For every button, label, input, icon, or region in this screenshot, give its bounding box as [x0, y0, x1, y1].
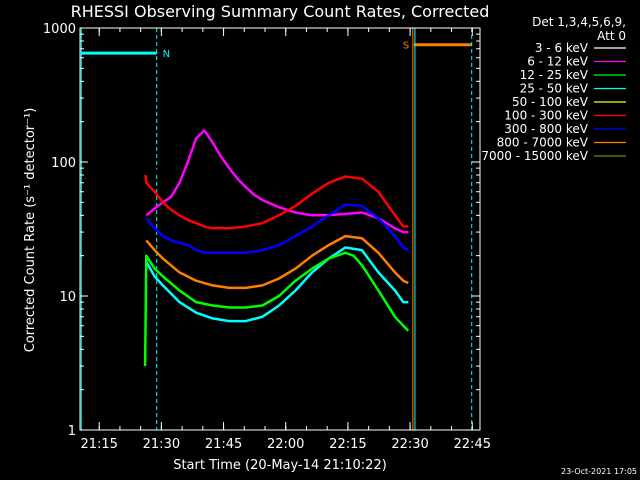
legend-header-line-2: Att 0	[597, 29, 626, 43]
annotation-label-n: N	[163, 49, 170, 60]
axes: 1 10 100 1000 21:15 21:30 21:45 22:00 22:15 22:30…	[43, 22, 491, 452]
x-tick-label: 22:30	[391, 437, 428, 452]
legend-label: 300 - 800 keV	[504, 122, 588, 136]
x-tick-label: 21:30	[143, 437, 180, 452]
x-tick-label: 21:45	[205, 437, 242, 452]
y-tick-label: 1	[68, 424, 76, 439]
series-800-7000-kev	[145, 234, 409, 290]
plot-area: NS	[80, 28, 473, 430]
x-axis-label: Start Time (20-May-14 21:10:22)	[173, 458, 387, 473]
x-tick-label: 21:15	[80, 437, 117, 452]
x-tick-label: 22:45	[454, 437, 491, 452]
legend-label: 3 - 6 keV	[535, 41, 589, 55]
plot-frame	[79, 27, 481, 431]
series-3-6-kev	[145, 129, 409, 187]
series-25-50-kev	[145, 246, 409, 323]
x-tick-label: 22:00	[267, 437, 304, 452]
legend-header-line-1: Det 1,3,4,5,6,9,	[532, 15, 626, 29]
y-axis-label: Corrected Count Rate (s⁻¹ detector⁻¹)	[23, 108, 38, 353]
y-tick-label: 10	[59, 290, 76, 305]
series-100-300-kev	[144, 174, 409, 230]
y-tick-label: 100	[51, 156, 76, 171]
series-300-800-kev	[145, 203, 409, 255]
legend-label: 6 - 12 keV	[527, 55, 589, 69]
legend-label: 7000 - 15000 keV	[481, 149, 588, 163]
x-tick-label: 22:15	[329, 437, 366, 452]
legend-label: 100 - 300 keV	[504, 109, 588, 123]
annotation-label-s: S	[403, 41, 409, 52]
chart-title: RHESSI Observing Summary Count Rates, Co…	[71, 2, 490, 21]
legend-label: 12 - 25 keV	[520, 68, 589, 82]
legend-label: 800 - 7000 keV	[497, 136, 589, 150]
legend-label: 50 - 100 keV	[512, 95, 589, 109]
series-12-25-kev	[143, 251, 410, 367]
y-tick-label: 1000	[43, 22, 76, 37]
legend-label: 25 - 50 keV	[520, 82, 589, 96]
series-6-12-kev	[145, 129, 409, 234]
footer-date: 23-Oct-2021 17:05	[561, 467, 637, 476]
